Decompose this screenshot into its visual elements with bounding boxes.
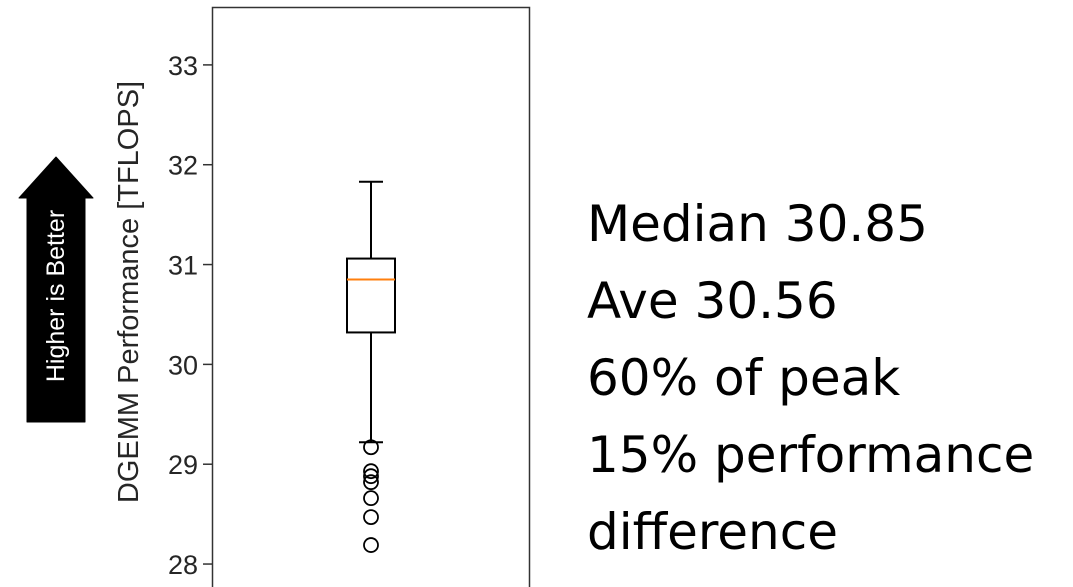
note-average: Ave 30.56 [587,272,838,330]
arrow-label: Higher is Better [42,210,70,382]
outlier-point [363,463,379,480]
outlier-point [363,509,379,526]
y-tick-label: 31 [168,251,198,281]
y-tick-label: 32 [168,151,198,181]
outlier-point [363,490,379,507]
arrow-up-icon [18,156,94,423]
note-difference: difference [587,503,839,561]
outlier-point [363,439,379,456]
y-tick-label: 29 [168,450,198,480]
box-plot: Higher is Better DGEMM Performance [TFLO… [18,6,531,587]
plot-frame [211,6,531,587]
outlier-point [363,537,379,553]
iqr-box [346,257,396,334]
outlier-point [363,474,379,491]
note-performance-difference: 15% performance [587,426,1035,484]
higher-is-better-arrow: Higher is Better [18,156,94,423]
y-axis: 28 29 30 31 32 33 [168,51,213,580]
y-tick-label: 30 [168,350,198,380]
box-plot-elements [346,180,396,553]
y-axis-title: DGEMM Performance [TFLOPS] [113,81,145,503]
y-tick-label: 33 [168,51,198,81]
note-median: Median 30.85 [587,195,928,253]
y-tick-label: 28 [168,550,198,580]
summary-notes: Median 30.85 Ave 30.56 60% of peak 15% p… [587,186,1034,571]
outlier-point [363,468,379,485]
note-peak-percent: 60% of peak [587,349,901,407]
